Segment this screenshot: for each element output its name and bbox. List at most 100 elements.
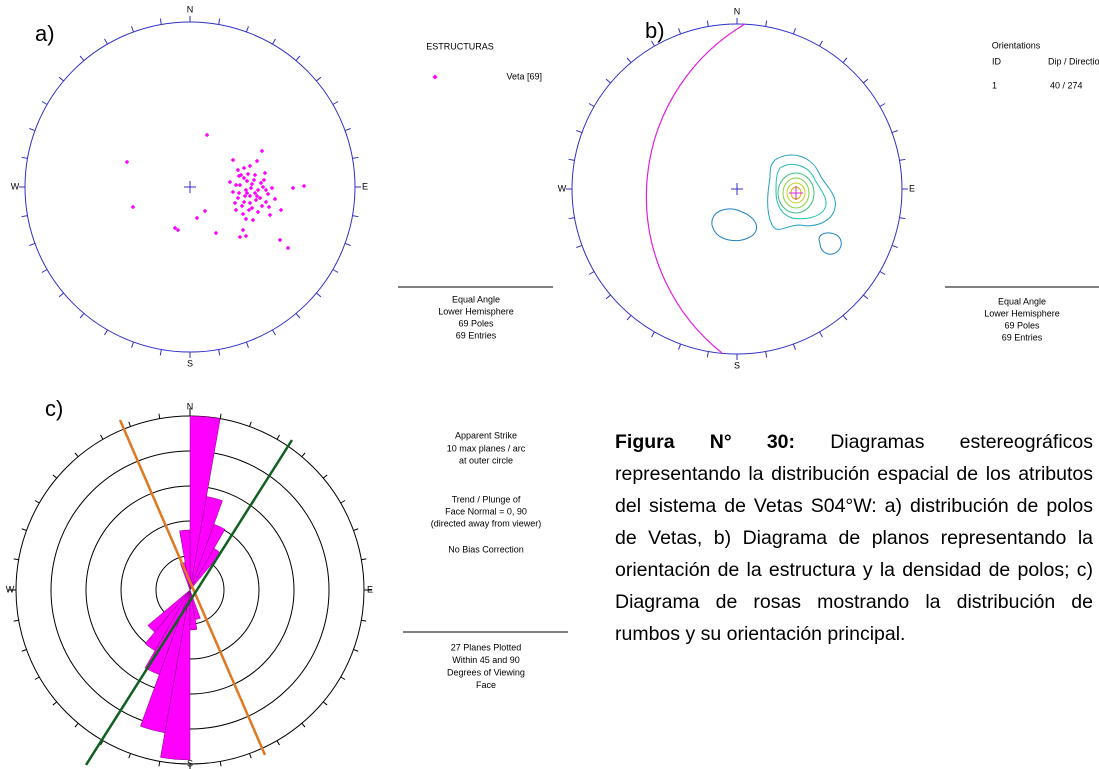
- label: c): [45, 396, 63, 421]
- label: W: [558, 183, 567, 193]
- tick: [879, 271, 886, 275]
- pole: [261, 177, 267, 183]
- tick: [678, 28, 682, 35]
- tick: [21, 215, 28, 218]
- pole: [130, 204, 136, 210]
- label: 10 max planes / arc: [447, 443, 526, 453]
- pole: [257, 195, 263, 201]
- tick: [765, 351, 768, 358]
- label: (directed away from viewer): [431, 518, 542, 528]
- label: Lower Hemisphere: [984, 308, 1060, 318]
- tick: [576, 244, 583, 248]
- label: 69 Entries: [1002, 332, 1043, 342]
- label: at outer circle: [459, 455, 513, 465]
- pole: [243, 233, 249, 239]
- pole: [252, 190, 258, 196]
- tick: [605, 294, 611, 300]
- tick: [879, 103, 886, 107]
- tick: [626, 315, 632, 321]
- tick: [128, 753, 131, 759]
- label: E: [362, 181, 368, 191]
- label: a): [35, 21, 55, 46]
- pole: [250, 217, 256, 223]
- pole: [230, 157, 236, 163]
- pole: [267, 212, 273, 218]
- label: Equal Angle: [452, 294, 500, 304]
- trend-line: [118, 419, 267, 756]
- great-circle: [645, 23, 746, 354]
- tick: [863, 78, 869, 84]
- tick: [34, 500, 40, 504]
- pole: [247, 193, 253, 199]
- label: W: [6, 584, 15, 594]
- pole: [233, 207, 239, 213]
- label: Veta [69]: [506, 71, 542, 81]
- tick: [332, 101, 339, 105]
- pole: [247, 163, 253, 169]
- pole: [244, 178, 250, 184]
- tick: [295, 313, 301, 319]
- label: N: [187, 401, 194, 411]
- pole: [175, 227, 181, 233]
- pole: [285, 245, 291, 251]
- contour: [782, 177, 810, 209]
- contour: [775, 164, 827, 220]
- caption-text: Diagramas estereográficos representando …: [615, 431, 1093, 645]
- pole: [241, 165, 247, 171]
- tick: [29, 242, 36, 246]
- tick: [79, 313, 85, 319]
- pole: [259, 148, 265, 154]
- pole: [194, 215, 200, 221]
- tick: [13, 558, 19, 561]
- tick: [706, 351, 709, 358]
- tick: [568, 158, 575, 161]
- tick: [128, 421, 131, 427]
- pole: [253, 197, 259, 203]
- pole: [249, 205, 255, 211]
- tick: [158, 413, 161, 419]
- tick: [13, 619, 19, 622]
- tick: [272, 329, 276, 336]
- pole: [230, 189, 236, 195]
- pole: [248, 185, 254, 191]
- pole: [213, 230, 219, 236]
- tick: [605, 78, 611, 84]
- tick: [588, 271, 595, 275]
- tick: [245, 341, 249, 348]
- tick: [131, 341, 135, 348]
- label: E: [367, 584, 373, 594]
- tick: [678, 343, 682, 350]
- tick: [295, 55, 301, 61]
- pole: [247, 200, 253, 206]
- pole: [245, 171, 251, 177]
- label: Degrees of Viewing: [447, 668, 525, 678]
- pole: [233, 182, 239, 188]
- tick: [29, 128, 36, 132]
- tick: [218, 18, 221, 25]
- label: Lower Hemisphere: [438, 306, 514, 316]
- pole: [124, 159, 130, 165]
- pole: [235, 195, 241, 201]
- tick: [819, 40, 823, 47]
- pole: [242, 193, 248, 199]
- tick: [765, 20, 768, 27]
- legend-marker: [432, 74, 438, 80]
- pole: [243, 187, 249, 193]
- tick: [249, 753, 252, 759]
- pole: [249, 181, 255, 187]
- pole: [254, 193, 260, 199]
- pole: [202, 208, 208, 214]
- tick: [353, 528, 359, 531]
- tick: [104, 329, 108, 336]
- pole: [255, 209, 261, 215]
- tick: [74, 452, 79, 458]
- petal: [140, 589, 191, 734]
- tick: [340, 676, 346, 680]
- tick: [344, 128, 351, 132]
- label: 69 Entries: [456, 330, 497, 340]
- tick: [651, 331, 655, 338]
- contour: [786, 182, 806, 204]
- tick: [568, 217, 575, 220]
